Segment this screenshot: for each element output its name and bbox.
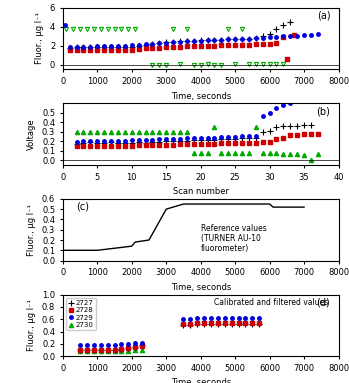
Text: Reference values
(TURNER AU-10
fluorometer): Reference values (TURNER AU-10 fluoromet… xyxy=(201,224,266,254)
X-axis label: Scan number: Scan number xyxy=(173,187,229,196)
Legend: 2727, 2728, 2729, 2730: 2727, 2728, 2729, 2730 xyxy=(66,298,96,330)
Text: (a): (a) xyxy=(317,11,330,21)
Text: (c): (c) xyxy=(77,202,90,212)
Text: (d): (d) xyxy=(317,298,330,308)
Y-axis label: Fluor., μg l⁻¹: Fluor., μg l⁻¹ xyxy=(27,204,36,256)
Text: (b): (b) xyxy=(317,106,330,116)
X-axis label: Time, seconds: Time, seconds xyxy=(171,92,231,101)
Text: Calibrated and filtered values: Calibrated and filtered values xyxy=(214,298,329,306)
X-axis label: Time, seconds: Time, seconds xyxy=(171,378,231,383)
Y-axis label: Fluor., μg l⁻¹: Fluor., μg l⁻¹ xyxy=(35,13,44,64)
X-axis label: Time, seconds: Time, seconds xyxy=(171,283,231,292)
Y-axis label: Voltage: Voltage xyxy=(27,118,36,150)
Y-axis label: Fluor., μg l⁻¹: Fluor., μg l⁻¹ xyxy=(27,300,36,351)
